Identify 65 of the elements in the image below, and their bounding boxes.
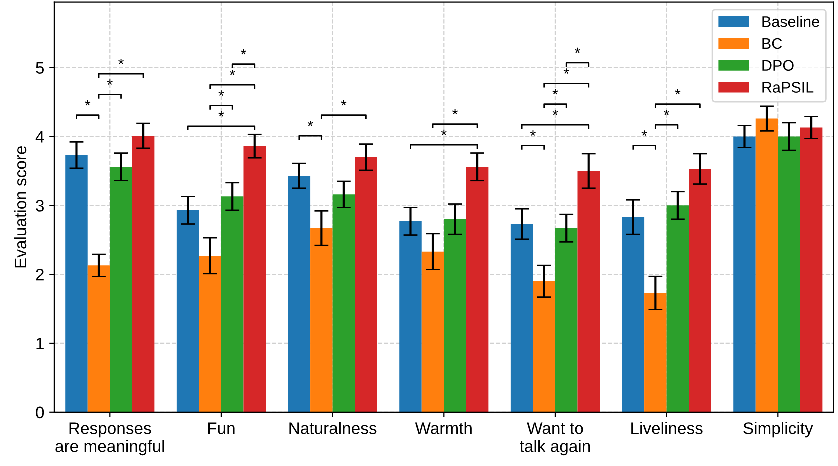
bar	[400, 222, 422, 412]
y-axis-title: Evaluation score	[14, 146, 27, 268]
bar	[221, 196, 244, 412]
annotation: *	[441, 130, 447, 136]
bar	[666, 206, 690, 412]
legend-label: DPO	[762, 60, 794, 72]
legend-label: RaPSIL	[762, 82, 814, 93]
bar	[644, 293, 667, 412]
bar	[510, 224, 534, 412]
bar	[288, 176, 311, 412]
bar	[332, 194, 356, 412]
x-tick-label: Responses are meaningful	[56, 422, 164, 456]
x-tick-label: Liveliness	[632, 422, 703, 434]
bar	[578, 171, 600, 412]
annotation: *	[564, 68, 570, 74]
x-tick-label: Fun	[208, 422, 235, 434]
y-tick-label: 5	[36, 62, 44, 74]
x-tick-label: Want to talk again	[520, 422, 590, 456]
bar	[132, 136, 155, 412]
bar	[66, 155, 88, 412]
annotation: *	[218, 90, 224, 96]
bar	[466, 167, 489, 412]
annotation: *	[642, 130, 648, 136]
annotation: *	[552, 110, 558, 116]
bar	[778, 136, 800, 412]
bar	[176, 210, 200, 412]
bar	[244, 146, 266, 412]
bar	[355, 157, 378, 412]
annotation: *	[530, 130, 536, 136]
y-tick-label: 4	[36, 131, 44, 143]
annotation: *	[85, 100, 91, 106]
y-tick-label: 3	[36, 200, 44, 212]
annotation: *	[218, 111, 224, 117]
bar	[800, 128, 823, 412]
legend-label: Baseline	[762, 16, 820, 28]
annotation: *	[664, 110, 670, 116]
annotation: *	[308, 120, 314, 126]
x-tick-label: Warmth	[415, 422, 472, 434]
bar	[110, 167, 132, 412]
x-tick-label: Simplicity	[744, 422, 814, 438]
x-tick-label: Naturalness	[290, 422, 377, 434]
bar	[734, 136, 756, 412]
annotation: *	[241, 49, 246, 55]
bar	[689, 169, 712, 412]
annotation: *	[675, 89, 681, 95]
annotation: *	[552, 89, 558, 95]
bar	[622, 217, 645, 412]
annotation: *	[230, 70, 236, 76]
bar	[199, 256, 222, 412]
legend-label: BC	[762, 38, 782, 50]
y-tick-label: 1	[36, 338, 44, 350]
y-tick-label: 0	[36, 406, 44, 419]
annotation: *	[118, 58, 124, 64]
bar	[310, 228, 333, 412]
bar	[533, 281, 556, 412]
annotation: *	[575, 48, 580, 54]
annotation: *	[107, 80, 113, 85]
bar	[422, 252, 444, 412]
y-tick-label: 2	[36, 268, 44, 281]
annotation: *	[452, 109, 458, 115]
bar	[756, 118, 778, 412]
annotation: *	[341, 100, 347, 106]
bar	[555, 228, 578, 412]
bar	[444, 219, 466, 412]
bar	[88, 266, 110, 412]
